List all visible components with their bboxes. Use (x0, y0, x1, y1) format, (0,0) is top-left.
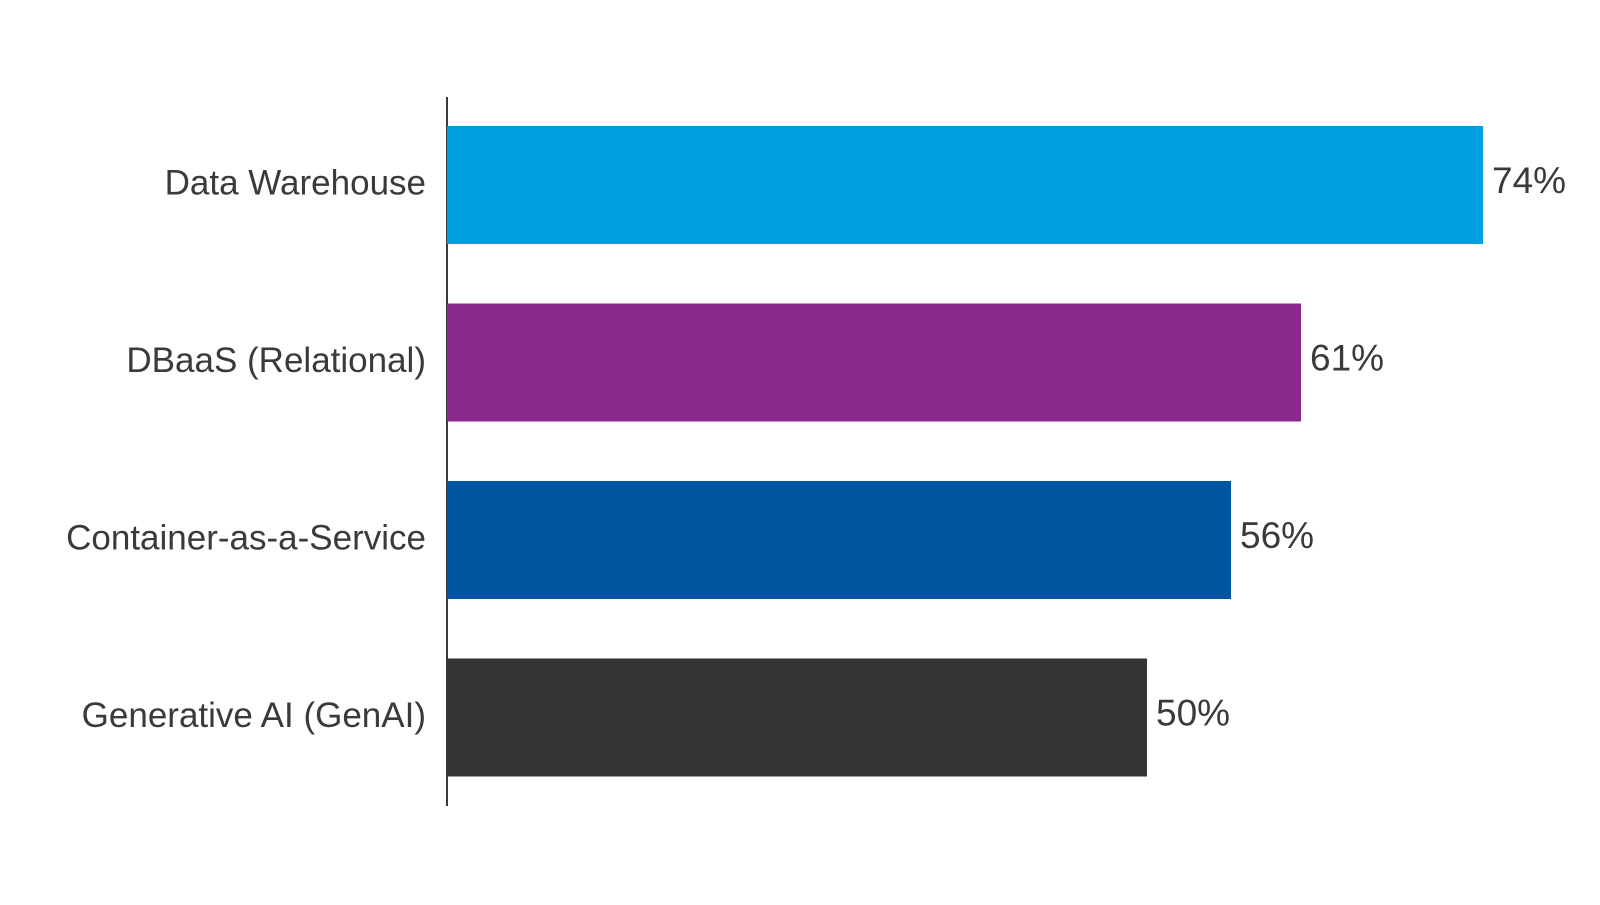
bar (447, 481, 1231, 599)
bar (447, 303, 1301, 422)
bar (447, 658, 1147, 777)
bar (447, 126, 1483, 244)
category-label: Generative AI (GenAI) (82, 696, 426, 735)
value-label: 74% (1492, 160, 1566, 201)
value-label: 50% (1156, 692, 1230, 733)
value-label: 61% (1310, 337, 1384, 378)
value-label: 56% (1240, 515, 1314, 556)
bars-group: Data Warehouse 74% DBaaS (Relational) 61% Co… (66, 126, 1566, 777)
category-label: Data Warehouse (165, 163, 426, 202)
category-label: Container-as-a-Service (66, 518, 426, 557)
category-label: DBaaS (Relational) (126, 341, 426, 380)
